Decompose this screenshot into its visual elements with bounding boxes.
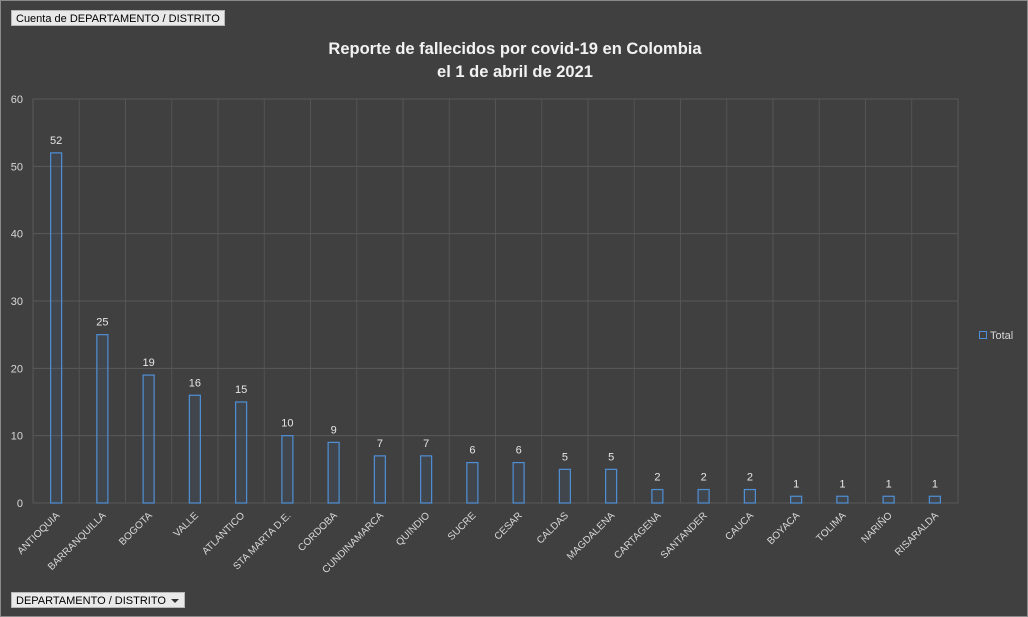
y-tick-label: 30 xyxy=(11,296,23,308)
data-label: 5 xyxy=(608,451,614,463)
bar xyxy=(743,488,756,504)
dropdown-arrow-icon[interactable] xyxy=(170,599,179,603)
data-label: 7 xyxy=(423,438,429,450)
bar xyxy=(188,394,201,504)
data-label: 2 xyxy=(747,472,753,484)
legend: Total xyxy=(979,330,1013,342)
category-label: RISARALDA xyxy=(893,510,941,558)
bar xyxy=(651,488,664,504)
data-label: 19 xyxy=(143,357,155,369)
bar xyxy=(790,495,803,504)
category-label: BOGOTA xyxy=(117,510,155,548)
category-label: BOYACA xyxy=(766,510,803,547)
y-tick-label: 60 xyxy=(11,94,23,106)
data-label: 52 xyxy=(50,135,62,147)
values-field-button[interactable]: Cuenta de DEPARTAMENTO / DISTRITO xyxy=(11,10,225,26)
axis-field-dropdown[interactable]: DEPARTAMENTO / DISTRITO xyxy=(11,592,185,608)
category-label: QUINDIO xyxy=(394,510,432,548)
chart-subtitle: el 1 de abril de 2021 xyxy=(437,63,593,81)
bar xyxy=(327,441,340,504)
category-label: SANTANDER xyxy=(659,510,710,561)
bar xyxy=(882,495,895,504)
data-label: 1 xyxy=(932,478,938,490)
chart-title-line1: Reporte de fallecidos por covid-19 en Co… xyxy=(328,40,702,58)
category-label: NARIÑO xyxy=(858,509,895,546)
bar xyxy=(605,468,618,504)
legend-key-total xyxy=(979,331,987,340)
bar xyxy=(558,468,571,504)
bar xyxy=(373,455,386,504)
bar xyxy=(281,435,294,504)
category-label: CAUCA xyxy=(723,510,756,543)
data-label: 2 xyxy=(654,472,660,484)
data-label: 5 xyxy=(562,451,568,463)
y-tick-label: 0 xyxy=(17,498,23,510)
y-tick-label: 20 xyxy=(11,363,23,375)
data-label: 10 xyxy=(281,418,293,430)
axis-field-label: DEPARTAMENTO / DISTRITO xyxy=(16,595,166,607)
category-label: CESAR xyxy=(493,510,525,542)
data-label: 1 xyxy=(793,478,799,490)
data-label: 6 xyxy=(516,445,522,457)
data-label: 25 xyxy=(96,317,108,329)
category-label: CORDOBA xyxy=(296,510,340,554)
y-tick-label: 50 xyxy=(11,161,23,173)
bar xyxy=(50,152,63,504)
bar xyxy=(466,462,479,504)
bar xyxy=(142,374,155,504)
category-label: CALDAS xyxy=(535,510,571,546)
bar xyxy=(96,334,109,504)
category-label: ANTIOQUIA xyxy=(16,510,63,557)
bar xyxy=(928,495,941,504)
legend-label-total: Total xyxy=(990,330,1014,342)
data-label: 9 xyxy=(331,424,337,436)
category-label: TOLIMA xyxy=(815,510,849,544)
data-label: 6 xyxy=(469,445,475,457)
data-label: 1 xyxy=(839,478,845,490)
bar xyxy=(836,495,849,504)
bar xyxy=(697,488,710,504)
data-label: 7 xyxy=(377,438,383,450)
y-tick-label: 10 xyxy=(11,431,23,443)
y-tick-label: 40 xyxy=(11,229,23,241)
data-label: 15 xyxy=(235,384,247,396)
bar xyxy=(235,401,248,504)
category-label: VALLE xyxy=(172,510,202,540)
chart-title: Reporte de fallecidos por covid-19 en Co… xyxy=(215,38,815,84)
data-label: 2 xyxy=(701,472,707,484)
data-label: 16 xyxy=(189,377,201,389)
data-label: 1 xyxy=(886,478,892,490)
category-label: MAGDALENA xyxy=(565,510,617,562)
category-label: CARTAGENA xyxy=(612,510,663,561)
category-label: ATLANTICO xyxy=(200,510,247,557)
bar xyxy=(512,462,525,504)
bar xyxy=(420,455,433,504)
category-label: SUCRE xyxy=(446,510,479,543)
